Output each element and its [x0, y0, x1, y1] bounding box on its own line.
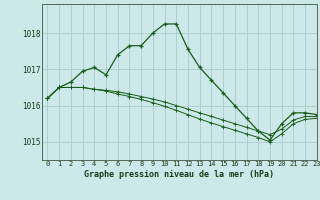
X-axis label: Graphe pression niveau de la mer (hPa): Graphe pression niveau de la mer (hPa) [84, 170, 274, 179]
